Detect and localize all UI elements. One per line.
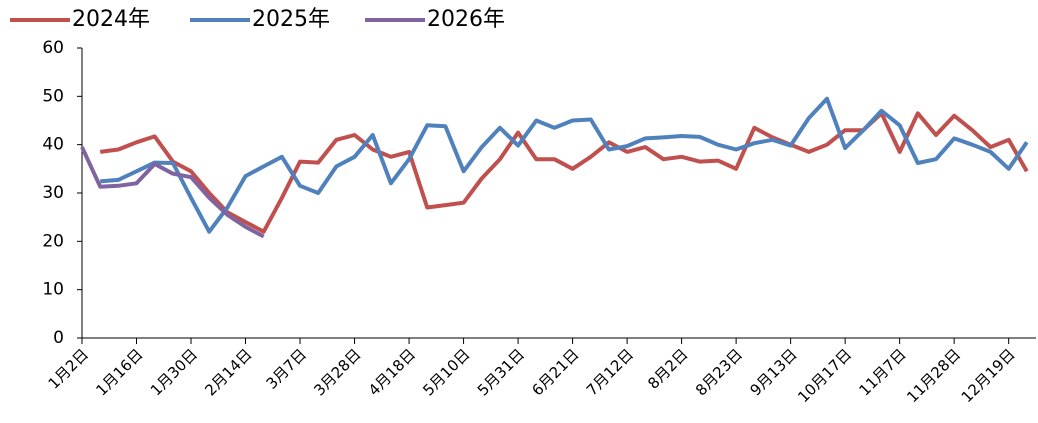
y-tick-label: 10 (42, 280, 64, 300)
y-tick-label: 40 (42, 135, 64, 155)
series-line (80, 146, 265, 239)
y-tick-label: 20 (42, 231, 64, 251)
x-tick-label: 11月7日 (855, 345, 909, 399)
x-tick-label: 6月21日 (528, 345, 582, 399)
x-tick-label: 12月19日 (958, 345, 1019, 406)
x-tick-label: 8月2日 (644, 345, 691, 392)
y-tick-label: 60 (42, 38, 64, 58)
series-line (99, 111, 1029, 234)
x-tick-label: 1月2日 (45, 345, 92, 392)
x-tick-label: 1月30日 (147, 345, 201, 399)
x-tick-label: 11月28日 (903, 345, 964, 406)
legend-label: 2024年 (72, 7, 150, 32)
x-tick-label: 4月18日 (365, 345, 419, 399)
x-tick-label: 3月7日 (263, 345, 310, 392)
legend-label: 2025年 (252, 7, 330, 32)
series-line (100, 96, 1029, 234)
x-tick-label: 5月10日 (419, 345, 473, 399)
x-tick-label: 3月28日 (310, 345, 364, 399)
legend-label: 2026年 (427, 7, 505, 32)
x-tick-label: 2月14日 (201, 345, 255, 399)
y-tick-label: 50 (42, 86, 64, 106)
x-tick-label: 1月16日 (92, 345, 146, 399)
y-tick-label: 0 (53, 328, 64, 348)
y-tick-label: 30 (42, 183, 64, 203)
x-tick-label: 9月13日 (746, 345, 800, 399)
x-tick-label: 10月17日 (794, 345, 855, 406)
x-tick-label: 8月23日 (692, 345, 746, 399)
x-tick-label: 7月12日 (583, 345, 637, 399)
x-tick-label: 5月31日 (474, 345, 528, 399)
